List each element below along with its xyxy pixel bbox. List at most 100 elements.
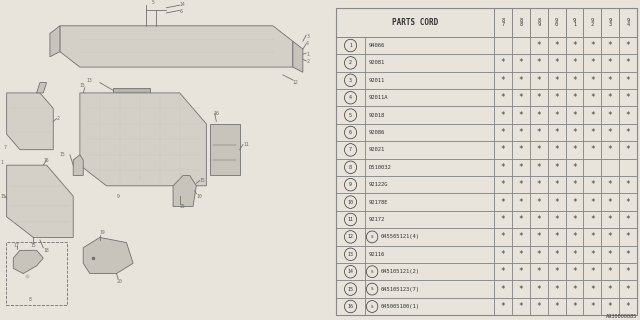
Bar xyxy=(619,106,637,124)
Text: *: * xyxy=(626,128,630,137)
Text: *: * xyxy=(500,163,506,172)
Text: *: * xyxy=(572,58,577,68)
Text: *: * xyxy=(626,232,630,241)
Bar xyxy=(583,159,601,176)
Text: *: * xyxy=(500,180,506,189)
Text: 5: 5 xyxy=(152,0,154,5)
Text: 8
8: 8 8 xyxy=(519,18,522,27)
Text: *: * xyxy=(590,215,595,224)
Bar xyxy=(365,37,494,54)
Bar xyxy=(548,159,566,176)
Text: *: * xyxy=(554,232,559,241)
Text: 13: 13 xyxy=(348,252,353,257)
Bar xyxy=(548,72,566,89)
Bar xyxy=(336,37,365,54)
Bar xyxy=(566,228,583,246)
Text: 92086: 92086 xyxy=(369,130,385,135)
Text: *: * xyxy=(518,128,523,137)
Text: *: * xyxy=(518,267,523,276)
Text: *: * xyxy=(626,111,630,120)
Text: 11: 11 xyxy=(243,142,249,147)
Bar xyxy=(530,106,548,124)
Text: 17: 17 xyxy=(13,243,19,248)
Text: 9
4: 9 4 xyxy=(627,18,630,27)
Text: 12: 12 xyxy=(348,234,353,239)
Bar xyxy=(619,176,637,193)
Text: 16: 16 xyxy=(348,304,353,309)
Bar xyxy=(583,124,601,141)
Text: 045005100(1): 045005100(1) xyxy=(381,304,420,309)
Text: *: * xyxy=(518,145,523,154)
Text: S: S xyxy=(371,305,373,308)
Bar xyxy=(512,263,530,280)
Text: 7: 7 xyxy=(3,145,6,149)
Text: *: * xyxy=(608,41,612,50)
Bar xyxy=(566,263,583,280)
Text: 92172: 92172 xyxy=(369,217,385,222)
Text: *: * xyxy=(590,284,595,294)
Text: 92081: 92081 xyxy=(369,60,385,65)
Text: PARTS CORD: PARTS CORD xyxy=(392,18,438,27)
Text: *: * xyxy=(500,145,506,154)
Text: *: * xyxy=(518,93,523,102)
Text: 045105121(2): 045105121(2) xyxy=(381,269,420,274)
Text: *: * xyxy=(626,145,630,154)
Bar xyxy=(336,141,365,159)
Bar xyxy=(601,193,619,211)
Text: *: * xyxy=(518,111,523,120)
Bar xyxy=(548,54,566,72)
Text: 4: 4 xyxy=(306,41,309,46)
Text: *: * xyxy=(500,76,506,85)
Bar xyxy=(548,106,566,124)
Text: *: * xyxy=(590,41,595,50)
Text: *: * xyxy=(626,284,630,294)
Text: *: * xyxy=(554,215,559,224)
Text: *: * xyxy=(536,302,541,311)
Bar xyxy=(336,8,637,37)
Text: *: * xyxy=(608,111,612,120)
Text: 9
2: 9 2 xyxy=(591,18,594,27)
Bar xyxy=(530,159,548,176)
Bar xyxy=(566,124,583,141)
Bar xyxy=(530,8,548,37)
Bar xyxy=(365,298,494,315)
Polygon shape xyxy=(36,83,47,93)
Bar xyxy=(494,37,512,54)
Bar xyxy=(512,106,530,124)
Bar xyxy=(530,211,548,228)
Text: *: * xyxy=(500,197,506,207)
Text: 14: 14 xyxy=(180,2,186,7)
Bar xyxy=(566,106,583,124)
Bar xyxy=(365,246,494,263)
Text: S: S xyxy=(371,287,373,291)
Text: *: * xyxy=(608,232,612,241)
Bar xyxy=(566,246,583,263)
Bar xyxy=(336,298,365,315)
Bar xyxy=(336,124,365,141)
Text: 15: 15 xyxy=(200,178,205,183)
Text: *: * xyxy=(500,267,506,276)
Bar xyxy=(566,280,583,298)
Text: 15: 15 xyxy=(60,152,66,157)
Text: *: * xyxy=(554,145,559,154)
Text: *: * xyxy=(536,163,541,172)
Text: *: * xyxy=(590,93,595,102)
Bar xyxy=(601,176,619,193)
Text: *: * xyxy=(626,93,630,102)
Text: *: * xyxy=(554,58,559,68)
Text: 13: 13 xyxy=(86,77,92,83)
Text: *: * xyxy=(536,250,541,259)
Text: *: * xyxy=(572,145,577,154)
Bar xyxy=(365,193,494,211)
Text: *: * xyxy=(608,197,612,207)
Bar xyxy=(336,54,365,72)
Polygon shape xyxy=(293,41,303,72)
Text: *: * xyxy=(554,284,559,294)
Text: *: * xyxy=(554,111,559,120)
Bar xyxy=(494,72,512,89)
Text: 92116: 92116 xyxy=(369,252,385,257)
Text: *: * xyxy=(536,76,541,85)
Text: *: * xyxy=(518,284,523,294)
Bar xyxy=(601,72,619,89)
Text: *: * xyxy=(536,128,541,137)
